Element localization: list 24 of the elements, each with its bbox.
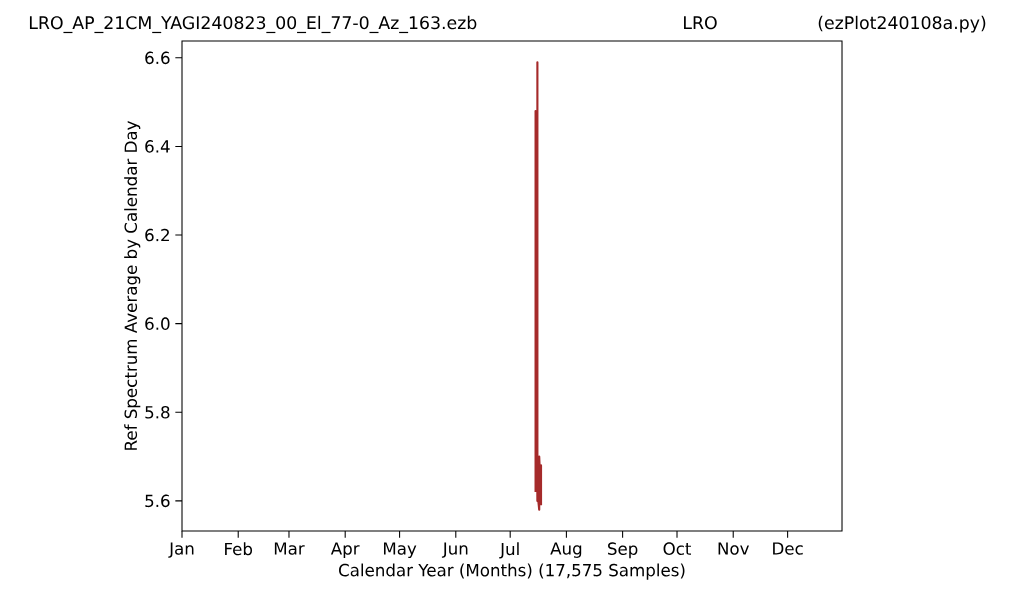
- text: (ezPlot240108a.py): [818, 15, 986, 33]
- x-tick-label: Jul: [499, 542, 519, 559]
- y-tick-label: 6.2: [145, 228, 169, 242]
- y-tick-label: 5.6: [145, 494, 170, 508]
- x-tick-label: Dec: [773, 542, 803, 555]
- y-tick-label: 6.6: [145, 51, 170, 65]
- x-tick-label: Mar: [274, 542, 305, 555]
- x-tick-label: Jun: [441, 542, 468, 558]
- x-tick-label: Apr: [330, 542, 360, 558]
- y-tick-label: 6.4: [145, 140, 170, 153]
- x-tick-label: May: [383, 542, 417, 558]
- chart-title: LRO_AP_21CM_YAGI240823_00_El_77-0_Az_163.ezb: [29, 15, 477, 34]
- line-series: [534, 61, 543, 511]
- x-tick-label: Aug: [550, 542, 582, 558]
- text: LRO: [684, 16, 717, 30]
- x-tick-label: Nov: [718, 542, 749, 555]
- x-tick-label: Sep: [608, 542, 638, 559]
- x-axis-title: Calendar Year (Months) (17,575 Samples): [339, 563, 685, 580]
- x-tick-label: Oct: [663, 542, 692, 555]
- y-tick-label: 5.8: [145, 405, 170, 419]
- y-axis-title: Ref Spectrum Average by Calendar Day: [124, 121, 141, 450]
- y-tick-label: 6.0: [145, 317, 170, 330]
- x-tick-label: Feb: [225, 542, 253, 556]
- x-tick-label: Jan: [168, 542, 194, 558]
